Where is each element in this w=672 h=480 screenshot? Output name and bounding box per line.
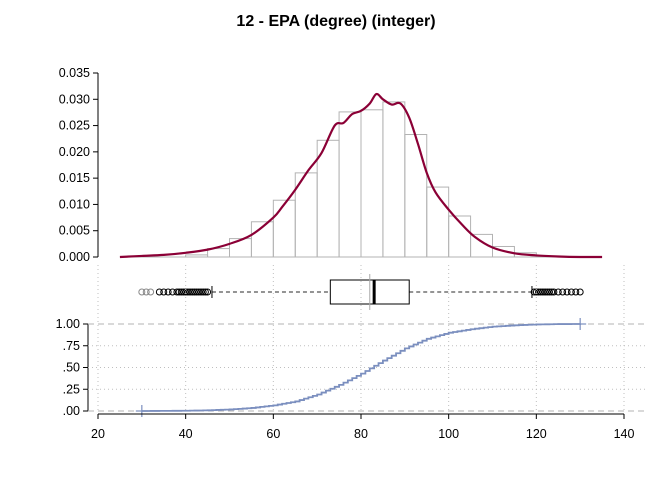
boxplot-outlier bbox=[567, 288, 575, 296]
histogram-y-tick-label: 0.020 bbox=[59, 145, 90, 159]
boxplot-outlier bbox=[142, 288, 150, 296]
x-axis-tick-label: 100 bbox=[438, 427, 459, 441]
boxplot-panel bbox=[138, 274, 584, 310]
histogram-bar bbox=[229, 238, 252, 258]
x-axis: 20 40 60 80 100 120 140 bbox=[91, 413, 635, 441]
histogram-y-tick-label: 0.035 bbox=[59, 66, 90, 80]
ecdf-y-tick-label: .50 bbox=[63, 361, 80, 375]
histogram-y-tick-label: 0.025 bbox=[59, 119, 90, 133]
histogram-bar bbox=[338, 111, 362, 258]
boxplot-outlier bbox=[554, 288, 562, 296]
ecdf-y-tick-label: 1.00 bbox=[56, 317, 80, 331]
boxplot-outlier bbox=[197, 288, 205, 296]
boxplot-outlier bbox=[190, 288, 198, 296]
boxplot-outlier bbox=[535, 288, 543, 296]
x-axis-tick-label: 40 bbox=[179, 427, 193, 441]
boxplot-outlier bbox=[548, 288, 556, 296]
boxplot-outlier bbox=[186, 288, 194, 296]
histogram-bar bbox=[382, 101, 406, 258]
histogram-bar bbox=[316, 139, 340, 258]
boxplot-outlier bbox=[545, 288, 553, 296]
boxplot-outlier bbox=[175, 288, 183, 296]
boxplot-outlier bbox=[199, 288, 207, 296]
boxplot-outlier bbox=[543, 288, 551, 296]
boxplot-outlier bbox=[147, 288, 155, 296]
boxplot-outlier bbox=[539, 288, 547, 296]
histogram-bar bbox=[272, 199, 296, 258]
boxplot-outlier bbox=[204, 288, 212, 296]
histogram-y-tick-label: 0.030 bbox=[59, 92, 90, 106]
histogram-y-tick-label: 0.005 bbox=[59, 224, 90, 238]
ecdf-step-curve bbox=[141, 323, 582, 412]
boxplot-outlier bbox=[195, 288, 203, 296]
boxplot-outlier bbox=[530, 288, 538, 296]
ecdf-y-tick-label: .75 bbox=[63, 339, 80, 353]
boxplot-outlier bbox=[164, 288, 172, 296]
boxplot-outlier bbox=[576, 288, 584, 296]
histogram-bar bbox=[404, 134, 428, 258]
chart-title: 12 - EPA (degree) (integer) bbox=[236, 13, 435, 30]
histogram-y-tick-label: 0.000 bbox=[59, 250, 90, 264]
x-axis-tick-label: 20 bbox=[91, 427, 105, 441]
histogram-y-tick-label: 0.015 bbox=[59, 171, 90, 185]
x-axis-tick-label: 120 bbox=[526, 427, 547, 441]
boxplot-outlier bbox=[537, 288, 545, 296]
boxplot-outlier bbox=[541, 288, 549, 296]
boxplot-outlier bbox=[179, 288, 187, 296]
histogram-y-tick-label: 0.010 bbox=[59, 197, 90, 211]
ecdf-y-tick-label: .25 bbox=[63, 382, 80, 396]
boxplot-outlier bbox=[169, 288, 177, 296]
histogram-panel: 0.000 0.005 0.010 0.015 0.020 0.025 0.030 0.035 bbox=[59, 66, 603, 264]
boxplot-outlier bbox=[184, 288, 192, 296]
boxplot-outlier bbox=[188, 288, 196, 296]
histogram-bar bbox=[360, 109, 384, 258]
x-axis-tick-label: 60 bbox=[266, 427, 280, 441]
boxplot-outlier bbox=[155, 288, 163, 296]
boxplot-outlier bbox=[160, 288, 168, 296]
boxplot-outlier bbox=[193, 288, 201, 296]
ecdf-y-tick-label: .00 bbox=[63, 404, 80, 418]
density-curve bbox=[119, 92, 603, 259]
ecdf-panel: .00 .25 .50 .75 1.00 bbox=[56, 265, 646, 418]
boxplot-outlier bbox=[138, 288, 146, 296]
boxplot-outlier bbox=[550, 288, 558, 296]
boxplot-outlier bbox=[201, 288, 209, 296]
x-axis-tick-label: 80 bbox=[354, 427, 368, 441]
boxplot-outlier bbox=[173, 288, 181, 296]
boxplot-outlier bbox=[563, 288, 571, 296]
boxplot-outlier bbox=[572, 288, 580, 296]
boxplot-outlier bbox=[559, 288, 567, 296]
x-axis-tick-label: 140 bbox=[614, 427, 635, 441]
boxplot-outlier bbox=[177, 288, 185, 296]
